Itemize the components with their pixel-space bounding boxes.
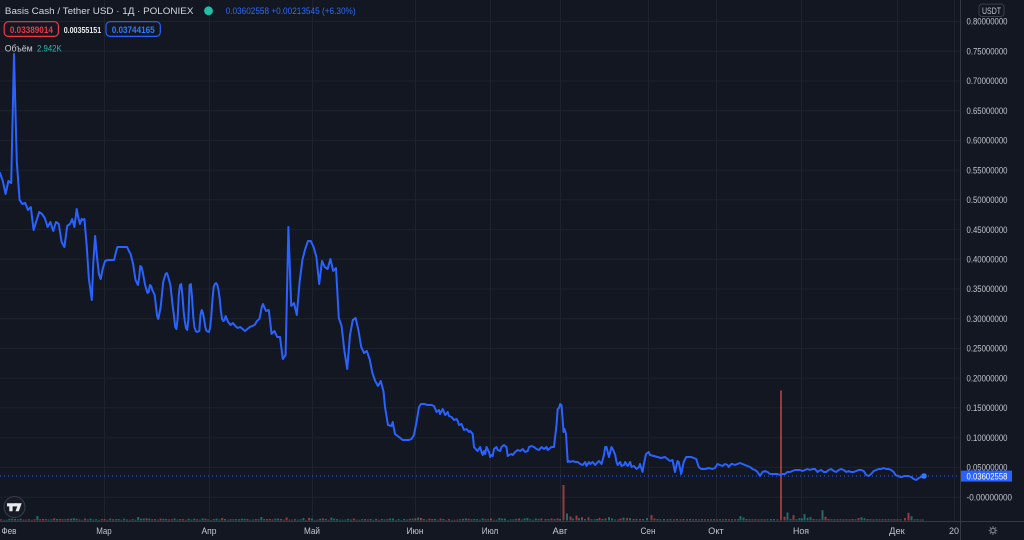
svg-text:-0.00000000: -0.00000000 (967, 492, 1013, 502)
svg-text:Июн: Июн (407, 526, 424, 536)
svg-text:0.05000000: 0.05000000 (967, 463, 1008, 473)
svg-text:Апр: Апр (202, 526, 217, 536)
svg-text:0.03602558 +0.00213545 (+6.30%: 0.03602558 +0.00213545 (+6.30%) (226, 6, 356, 17)
svg-text:0.25000000: 0.25000000 (967, 344, 1008, 354)
svg-text:2.942K: 2.942K (37, 44, 62, 54)
svg-text:Окт: Окт (708, 526, 724, 536)
svg-text:0.80000000: 0.80000000 (967, 17, 1008, 27)
svg-text:0.75000000: 0.75000000 (967, 46, 1008, 56)
svg-text:Май: Май (304, 526, 320, 536)
svg-text:0.50000000: 0.50000000 (967, 195, 1008, 205)
svg-text:0.03744165: 0.03744165 (112, 25, 155, 35)
svg-text:0.30000000: 0.30000000 (967, 314, 1008, 324)
svg-text:0.60000000: 0.60000000 (967, 136, 1008, 146)
svg-text:Июл: Июл (482, 526, 499, 536)
svg-text:0.15000000: 0.15000000 (967, 403, 1008, 413)
svg-text:20: 20 (949, 526, 959, 536)
svg-text:Фев: Фев (2, 526, 17, 536)
svg-text:Ноя: Ноя (793, 526, 809, 536)
svg-text:Мар: Мар (96, 526, 112, 536)
svg-text:0.70000000: 0.70000000 (967, 76, 1008, 86)
svg-text:USDT: USDT (982, 6, 1001, 16)
svg-text:0.00355151: 0.00355151 (64, 25, 102, 35)
svg-text:0.20000000: 0.20000000 (967, 373, 1008, 383)
svg-text:Сен: Сен (641, 526, 656, 536)
svg-text:0.45000000: 0.45000000 (967, 225, 1008, 235)
svg-text:0.03389014: 0.03389014 (10, 25, 53, 35)
svg-text:0.65000000: 0.65000000 (967, 106, 1008, 116)
svg-text:Объём: Объём (5, 44, 33, 54)
svg-text:Дек: Дек (889, 526, 905, 536)
svg-text:0.03602558: 0.03602558 (967, 472, 1008, 482)
svg-text:0.10000000: 0.10000000 (967, 433, 1008, 443)
svg-text:0.55000000: 0.55000000 (967, 165, 1008, 175)
svg-text:0.40000000: 0.40000000 (967, 255, 1008, 265)
svg-text:0.35000000: 0.35000000 (967, 284, 1008, 294)
svg-text:Basis Cash / Tether USD · 1Д ·: Basis Cash / Tether USD · 1Д · POLONIEX (5, 6, 194, 17)
svg-text:Авг: Авг (553, 526, 569, 536)
